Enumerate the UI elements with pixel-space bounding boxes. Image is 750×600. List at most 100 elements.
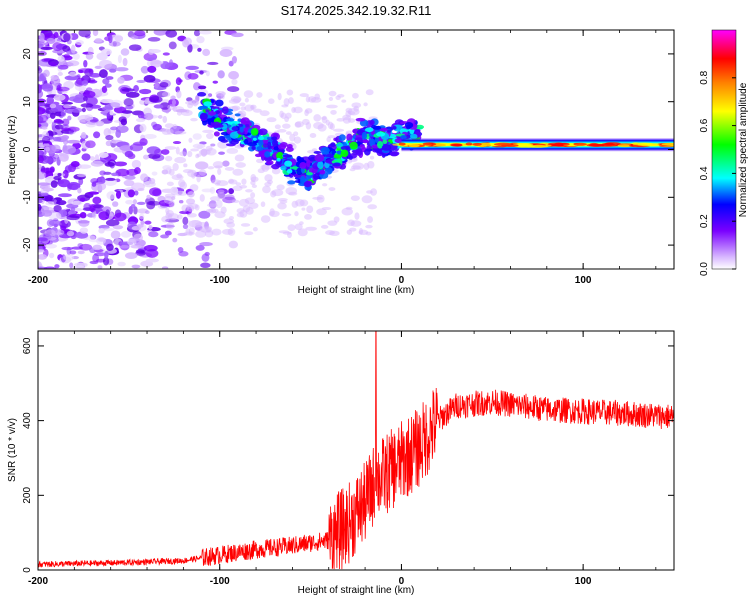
heatmap-noise-cell <box>130 203 136 209</box>
heatmap-haze-cell <box>251 184 257 188</box>
heatmap-noise-cell <box>218 151 225 155</box>
heatmap-noise-cell <box>89 119 99 123</box>
heatmap-haze-cell <box>217 192 226 200</box>
heatmap-noise-cell <box>41 83 54 92</box>
heatmap-noise-cell <box>70 160 80 168</box>
heatmap-noise-cell <box>101 106 114 111</box>
heatmap-noise-cell <box>100 99 114 104</box>
heatmap-noise-cell <box>57 173 62 177</box>
heatmap-haze-cell <box>235 162 246 168</box>
heatmap-haze-cell <box>176 110 182 116</box>
heatmap-noise-cell <box>143 154 150 160</box>
heatmap-noise-cell <box>177 190 183 195</box>
heatmap-haze-cell <box>274 124 281 130</box>
heatmap-noise-cell <box>140 220 145 225</box>
heatmap-noise-cell <box>77 187 82 194</box>
heatmap-haze-cell <box>188 137 193 143</box>
heatmap-noise-cell <box>153 104 164 109</box>
heatmap-haze-cell <box>326 136 331 143</box>
heatmap-noise-cell <box>69 262 74 269</box>
heatmap-haze-cell <box>250 192 256 199</box>
heatmap-ridge-cell <box>284 160 293 167</box>
heatmap-noise-cell <box>148 177 156 185</box>
heatmap-ridge-cell <box>205 109 210 113</box>
heatmap-noise-cell <box>49 252 55 259</box>
heatmap-haze-cell <box>264 174 273 182</box>
heatmap-noise-cell <box>110 99 123 109</box>
heatmap-noise-cell <box>92 244 102 251</box>
heatmap-noise-cell <box>105 140 112 147</box>
heatmap-noise-cell <box>38 163 42 170</box>
heatmap-noise-cell <box>38 237 48 242</box>
heatmap-noise-cell <box>197 47 202 52</box>
heatmap-noise-cell <box>146 194 151 199</box>
heatmap-noise-cell <box>40 192 49 197</box>
heatmap-noise-cell <box>228 240 239 249</box>
heatmap-haze-cell <box>239 185 248 189</box>
heatmap-noise-cell <box>91 182 97 187</box>
heatmap-haze-cell <box>276 184 285 191</box>
heatmap-haze-cell <box>195 153 200 159</box>
heatmap-haze-cell <box>253 108 262 113</box>
heatmap-noise-cell <box>106 191 116 200</box>
colorbar-gradient <box>711 29 737 270</box>
heatmap-haze-cell <box>164 146 177 150</box>
heatmap-ridge-cell <box>217 124 224 128</box>
heatmap-noise-cell <box>172 237 178 243</box>
heatmap-haze-cell <box>187 169 197 178</box>
heatmap-ridge-cell <box>351 149 362 154</box>
heatmap-haze-cell <box>325 119 330 126</box>
heatmap-noise-cell <box>101 48 112 56</box>
heatmap-noise-cell <box>113 161 128 167</box>
heatmap-noise-cell <box>51 121 56 131</box>
heatmap-noise-cell <box>123 98 134 107</box>
heatmap-haze-cell <box>354 212 360 220</box>
heatmap-noise-cell <box>70 107 83 113</box>
heatmap-ridge-cell <box>340 146 349 151</box>
heatmap-haze-cell <box>279 200 288 204</box>
heatmap-haze-cell <box>327 135 336 139</box>
heatmap-noise-cell <box>38 203 42 212</box>
heatmap-haze-cell <box>322 183 328 187</box>
heatmap-ridge-cell <box>300 175 306 183</box>
heatmap-haze-cell <box>169 95 176 101</box>
heatmap-noise-cell <box>82 90 96 98</box>
heatmap-haze-cell <box>268 210 280 218</box>
heatmap-noise-cell <box>143 112 154 121</box>
heatmap-noise-cell <box>115 190 122 199</box>
heatmap-haze-cell <box>328 90 337 97</box>
heatmap-haze-cell <box>271 189 284 197</box>
heatmap-haze-cell <box>172 105 177 113</box>
heatmap-noise-cell <box>231 56 237 64</box>
heatmap-ridge-cell <box>256 145 264 151</box>
heatmap-haze-cell <box>363 162 370 171</box>
heatmap-noise-cell <box>46 37 56 44</box>
snr-y-tick-label: 200 <box>22 487 33 504</box>
heatmap-noise-cell <box>117 54 122 64</box>
heatmap-haze-cell <box>350 220 362 227</box>
heatmap-noise-cell <box>144 220 152 225</box>
heatmap-noise-cell <box>99 69 108 79</box>
heatmap-haze-cell <box>190 117 198 122</box>
heatmap-band-cell <box>451 143 463 147</box>
heatmap-haze-cell <box>277 202 287 210</box>
heatmap-ridge-cell <box>251 145 256 151</box>
heatmap-haze-cell <box>367 204 378 210</box>
heatmap-noise-cell <box>122 57 128 67</box>
heatmap-noise-cell <box>61 246 74 251</box>
snr-x-ticks: -200 -100 0 100 <box>28 331 657 587</box>
heatmap-noise-cell <box>38 89 44 99</box>
heatmap-noise-cell <box>183 163 188 168</box>
heatmap-noise-cell <box>38 249 45 253</box>
heatmap-noise-cell <box>89 72 101 78</box>
spectrogram-x-axis-label: Height of straight line (km) <box>298 285 415 296</box>
heatmap-noise-cell <box>41 209 53 217</box>
heatmap-noise-cell <box>136 201 146 205</box>
heatmap-haze-cell <box>174 156 187 164</box>
heatmap-noise-cell <box>58 180 65 184</box>
heatmap-noise-cell <box>143 244 158 252</box>
heatmap-noise-cell <box>89 260 99 265</box>
heatmap-noise-cell <box>114 212 127 222</box>
spectrogram-ridge <box>197 92 425 192</box>
heatmap-haze-cell <box>232 168 244 176</box>
